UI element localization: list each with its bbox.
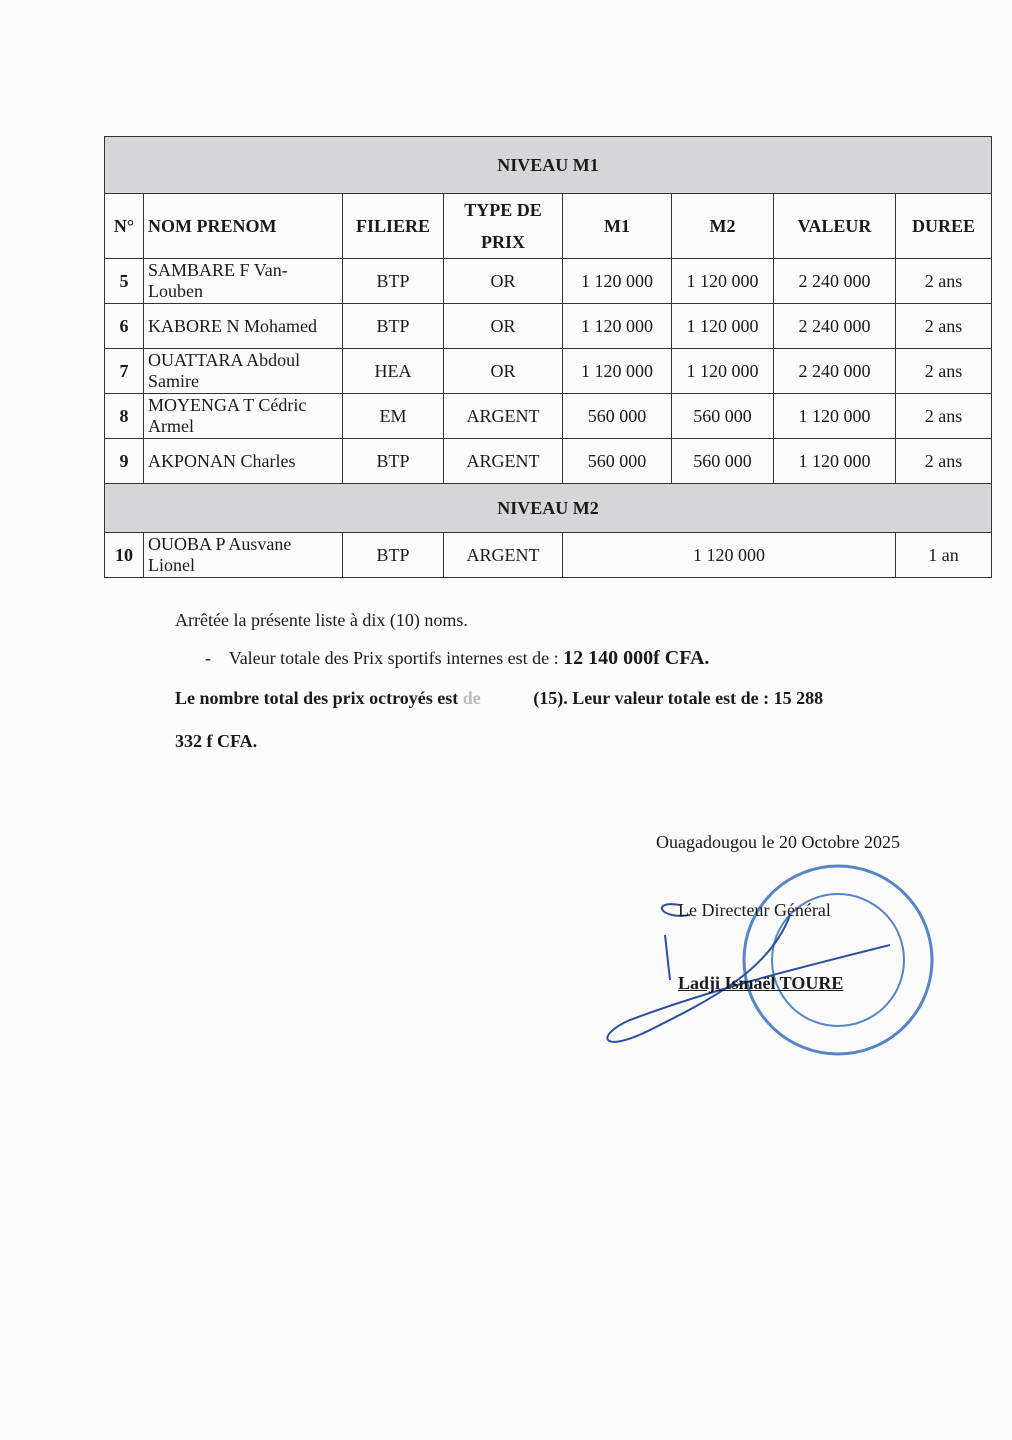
cell-m1: 560 000 [562, 438, 672, 484]
col-filiere: FILIERE [342, 193, 444, 259]
total-faded: de [462, 688, 481, 708]
cell-duree: 2 ans [895, 258, 992, 304]
cell-duree: 2 ans [895, 303, 992, 349]
cell-no: 6 [104, 303, 144, 349]
cell-no: 5 [104, 258, 144, 304]
cell-valeur: 1 120 000 [773, 393, 896, 439]
stamp [742, 864, 934, 1056]
table-row: 8 MOYENGA T Cédric Armel EM ARGENT 560 000 56… [104, 393, 992, 439]
cell-m2: 560 000 [671, 393, 774, 439]
stamp-signature [606, 864, 934, 1056]
cell-type: ARGENT [443, 393, 563, 439]
cell-name: OUOBA P Ausvane Lionel [143, 532, 343, 578]
cell-name: AKPONAN Charles [143, 438, 343, 484]
cell-valeur: 2 240 000 [773, 348, 896, 394]
col-type: TYPE DE PRIX [443, 193, 563, 259]
cell-filiere: BTP [342, 438, 444, 484]
cell-valeur: 1 120 000 [562, 532, 896, 578]
cell-m1: 1 120 000 [562, 303, 672, 349]
table-row: 9 AKPONAN Charles BTP ARGENT 560 000 560 000 1… [104, 438, 992, 484]
closing-text: Arrêtée la présente liste à dix (10) nom… [175, 610, 468, 630]
signer-name: Ladji Ismaël TOURE [678, 973, 844, 993]
cell-no: 9 [104, 438, 144, 484]
cell-duree: 2 ans [895, 393, 992, 439]
prize-table: NIVEAU M1 N° NOM PRENOM FILIERE TYPE DE … [104, 136, 992, 578]
table-row: 5 SAMBARE F Van-Louben BTP OR 1 120 000 1 120… [104, 258, 992, 304]
cell-no: 7 [104, 348, 144, 394]
cell-m2: 1 120 000 [671, 303, 774, 349]
cell-no: 10 [104, 532, 144, 578]
col-name: NOM PRENOM [143, 193, 343, 259]
cell-m1: 560 000 [562, 393, 672, 439]
cell-m1: 1 120 000 [562, 348, 672, 394]
total-text: Le nombre total des prix octroyés est [175, 688, 463, 708]
bullet-dash: - [205, 648, 211, 668]
cell-m2: 1 120 000 [671, 258, 774, 304]
level-m2-header: NIVEAU M2 [104, 483, 992, 533]
cell-m2: 1 120 000 [671, 348, 774, 394]
cell-type: ARGENT [443, 438, 563, 484]
total-line-2: 332 f CFA. [175, 731, 258, 751]
cell-duree: 2 ans [895, 438, 992, 484]
cell-type: ARGENT [443, 532, 563, 578]
bullet-text: Valeur totale des Prix sportifs internes… [228, 648, 564, 668]
cell-filiere: HEA [342, 348, 444, 394]
cell-filiere: BTP [342, 258, 444, 304]
signature [606, 903, 891, 1043]
cell-valeur: 1 120 000 [773, 438, 896, 484]
cell-name: OUATTARA Abdoul Samire [143, 348, 343, 394]
cell-type: OR [443, 303, 563, 349]
cell-filiere: BTP [342, 532, 444, 578]
table-row: 10 OUOBA P Ausvane Lionel BTP ARGENT 1 1… [104, 532, 992, 578]
cell-m1: 1 120 000 [562, 258, 672, 304]
cell-valeur: 2 240 000 [773, 258, 896, 304]
total-line-1: Le nombre total des prix octroyés est de… [175, 688, 823, 709]
cell-no: 8 [104, 393, 144, 439]
col-no: N° [104, 193, 144, 259]
cell-filiere: EM [342, 393, 444, 439]
cell-name: MOYENGA T Cédric Armel [143, 393, 343, 439]
table-row: 7 OUATTARA Abdoul Samire HEA OR 1 120 000 1 1… [104, 348, 992, 394]
level-m1-header: NIVEAU M1 [104, 136, 992, 194]
cell-type: OR [443, 258, 563, 304]
cell-m2: 560 000 [671, 438, 774, 484]
col-valeur: VALEUR [773, 193, 896, 259]
signer-title: Le Directeur Général [678, 900, 831, 920]
total-text-b: (15). Leur valeur totale est de : 15 288 [533, 688, 824, 708]
table-row: 6 KABORE N Mohamed BTP OR 1 120 000 1 120 000… [104, 303, 992, 349]
col-m2: M2 [671, 193, 774, 259]
col-m1: M1 [562, 193, 672, 259]
cell-filiere: BTP [342, 303, 444, 349]
bullet: - Valeur totale des Prix sportifs intern… [205, 647, 709, 670]
place-date: Ouagadougou le 20 Octobre 2025 [656, 832, 900, 852]
bullet-value: 12 140 000f CFA. [563, 647, 710, 669]
cell-name: SAMBARE F Van-Louben [143, 258, 343, 304]
cell-name: KABORE N Mohamed [143, 303, 343, 349]
cell-type: OR [443, 348, 563, 394]
cell-duree: 2 ans [895, 348, 992, 394]
cell-valeur: 2 240 000 [773, 303, 896, 349]
col-duree: DUREE [895, 193, 992, 259]
cell-duree: 1 an [895, 532, 992, 578]
